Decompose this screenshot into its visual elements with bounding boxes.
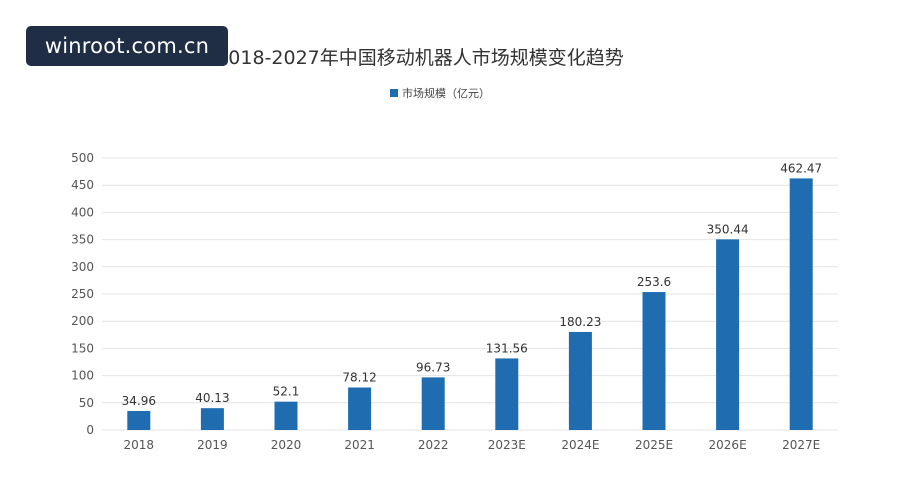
x-tick-label: 2026E <box>709 438 747 452</box>
legend-label: 市场规模（亿元） <box>402 86 490 100</box>
x-tick-label: 2022 <box>418 438 449 452</box>
data-label: 131.56 <box>486 341 528 355</box>
x-tick-label: 2027E <box>782 438 820 452</box>
x-tick-label: 2025E <box>635 438 673 452</box>
legend: 市场规模（亿元） <box>390 86 490 100</box>
bar-2022 <box>421 377 445 430</box>
bar-2020 <box>274 401 298 430</box>
data-label: 253.6 <box>637 275 671 289</box>
bar-2024E <box>568 331 592 430</box>
y-tick-label: 100 <box>71 369 94 383</box>
y-tick-label: 500 <box>71 151 94 165</box>
bar-2019 <box>200 408 224 430</box>
y-tick-label: 300 <box>71 260 94 274</box>
data-label: 462.47 <box>780 161 822 175</box>
x-tick-label: 2020 <box>271 438 302 452</box>
y-tick-label: 400 <box>71 205 94 219</box>
data-label: 52.1 <box>273 385 300 399</box>
x-tick-label: 2021 <box>344 438 375 452</box>
y-tick-label: 350 <box>71 233 94 247</box>
data-label: 34.96 <box>122 394 156 408</box>
x-tick-label: 2023E <box>488 438 526 452</box>
data-label: 40.13 <box>195 391 229 405</box>
y-tick-label: 150 <box>71 341 94 355</box>
legend-swatch <box>390 89 398 97</box>
x-tick-label: 2024E <box>561 438 599 452</box>
chart-title: 2018-2027年中国移动机器人市场规模变化趋势 <box>216 47 624 69</box>
x-tick-label: 2019 <box>197 438 228 452</box>
data-label: 96.73 <box>416 360 450 374</box>
data-label: 350.44 <box>707 222 749 236</box>
bar-2018 <box>127 410 151 430</box>
y-tick-label: 250 <box>71 287 94 301</box>
bar-2021 <box>348 387 372 430</box>
watermark: winroot.com.cn <box>26 26 228 66</box>
y-tick-label: 0 <box>86 423 94 437</box>
data-label: 78.12 <box>342 371 376 385</box>
x-tick-label: 2018 <box>124 438 155 452</box>
y-tick-label: 450 <box>71 178 94 192</box>
data-label: 180.23 <box>559 315 601 329</box>
bar-2027E <box>789 178 813 430</box>
y-tick-label: 50 <box>79 396 94 410</box>
y-tick-label: 200 <box>71 314 94 328</box>
bar-2026E <box>716 239 740 430</box>
bar-2025E <box>642 292 666 430</box>
bar-2023E <box>495 358 519 430</box>
